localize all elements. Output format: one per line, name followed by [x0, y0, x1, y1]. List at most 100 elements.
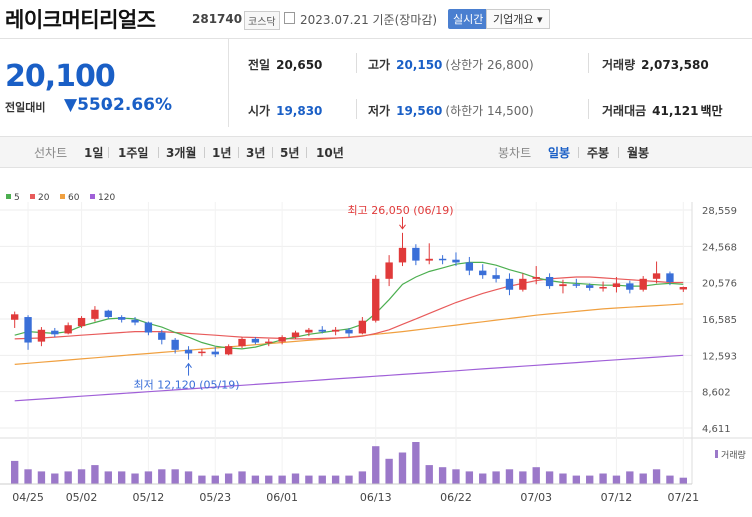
- tab-weekly[interactable]: 주봉: [587, 146, 610, 160]
- chart-tabs: 선차트 1일 1주일 3개월 1년 3년 5년 10년 봉차트 일봉 주봉 월봉: [0, 136, 752, 168]
- volume-bar: [144, 471, 153, 484]
- candle-body: [104, 310, 112, 318]
- change-percent: -2.66%: [106, 95, 173, 115]
- tab-period-1w[interactable]: 1주일: [118, 146, 149, 160]
- x-axis: 04/25 05/02 05/12 05/23 06/01 06/13 06/22 07/03…: [0, 483, 699, 504]
- candle-body: [626, 283, 634, 290]
- candle-body: [532, 276, 540, 279]
- volume-bar: [278, 475, 286, 484]
- volume-bar: [345, 475, 353, 484]
- x-tick-label: 06/01: [266, 491, 298, 504]
- volume-bar: [639, 473, 647, 484]
- volume-bar: [505, 469, 514, 484]
- candle-body: [345, 329, 353, 334]
- candle-body: [158, 332, 166, 340]
- volume-bar: [224, 473, 233, 484]
- y-tick-label: 20,576: [702, 279, 737, 290]
- volume-bar: [385, 458, 393, 484]
- tab-line-chart[interactable]: 선차트: [34, 146, 68, 160]
- candle-body: [77, 317, 86, 327]
- x-tick-label: 06/13: [360, 491, 392, 504]
- ma-legend: 5 20 60 120: [6, 193, 115, 203]
- candle-body: [385, 262, 393, 279]
- legend-label: 120: [98, 193, 115, 203]
- volume-bar: [545, 471, 554, 484]
- tab-monthly[interactable]: 월봉: [627, 146, 650, 160]
- candle-body: [666, 273, 674, 282]
- volume-bar: [679, 477, 687, 484]
- quote-grid: 전일 20,650 고가 20,150 (상한가 26,800) 거래량 2,073,5…: [228, 39, 752, 127]
- company-info-dropdown[interactable]: 기업개요 ▾: [486, 9, 550, 29]
- candle-body: [505, 278, 514, 290]
- volume-bar: [77, 469, 86, 484]
- volume-bar: [64, 471, 72, 484]
- stock-code: 281740: [192, 12, 243, 26]
- tab-period-3y[interactable]: 3년: [246, 146, 266, 160]
- candle-body: [559, 284, 567, 287]
- volume-bar: [251, 475, 260, 484]
- candle-body: [64, 325, 72, 334]
- tab-period-1y[interactable]: 1년: [212, 146, 232, 160]
- high-arrow: [399, 216, 406, 230]
- volume-bar: [117, 471, 126, 484]
- volume-bar: [305, 475, 313, 484]
- x-tick-label: 04/25: [12, 491, 44, 504]
- candle-body: [599, 287, 607, 289]
- volume-bar: [612, 475, 621, 484]
- volume-bar: [24, 469, 32, 484]
- volume-bar: [238, 471, 246, 484]
- stock-name[interactable]: 레이크머티리얼즈: [5, 8, 156, 32]
- volume-legend-swatch: [715, 450, 718, 458]
- volume-bar: [532, 467, 540, 484]
- volume-bar: [519, 471, 527, 484]
- volume-bar: [599, 473, 607, 484]
- volume-bar: [104, 471, 112, 484]
- realtime-button[interactable]: 실시간: [448, 9, 489, 29]
- tab-candle-chart[interactable]: 봉차트: [498, 146, 532, 160]
- tab-period-3m[interactable]: 3개월: [166, 146, 197, 160]
- volume-bar: [412, 442, 420, 484]
- tab-period-10y[interactable]: 10년: [316, 146, 344, 160]
- candle-body: [358, 320, 367, 334]
- trade-value: 거래대금 41,121 백만: [602, 104, 723, 118]
- candle-body: [479, 270, 487, 276]
- volume-bar: [626, 471, 634, 484]
- market-badge: 코스닥: [244, 11, 280, 30]
- volume-bar: [492, 471, 500, 484]
- candle-body: [412, 247, 420, 261]
- y-tick-label: 12,593: [702, 351, 737, 362]
- tab-period-5y[interactable]: 5년: [280, 146, 300, 160]
- change-label: 전일대비: [5, 101, 46, 114]
- candle-body: [639, 278, 647, 290]
- candle-body: [452, 259, 460, 263]
- volume-label: 거래량: [721, 449, 746, 461]
- y-tick-label: 16,585: [702, 315, 737, 326]
- header: 레이크머티리얼즈 281740 코스닥 2023.07.21 기준(장마감) 실…: [0, 0, 752, 39]
- candle-body: [572, 284, 581, 286]
- volume-bar: [572, 475, 581, 484]
- volume-bar: [465, 471, 474, 484]
- candle-body: [251, 338, 260, 343]
- y-tick-label: 8,602: [702, 388, 731, 399]
- volume-bar: [438, 467, 447, 484]
- price-chart: 5 20 60 120 28,559 24,568 20,576 16,585 12,593 8…: [0, 193, 752, 504]
- price-box: 20,100 전일대비 ▼550 -2.66%: [0, 39, 229, 127]
- candle-body: [612, 283, 621, 288]
- ma20-line: [14, 276, 684, 340]
- candle-body: [91, 309, 99, 319]
- candle-body: [131, 319, 139, 323]
- low-arrow: [185, 362, 192, 376]
- volume-bar: [479, 473, 487, 484]
- volume-bar: [37, 471, 46, 484]
- candle-body: [465, 262, 474, 271]
- candle-body: [331, 329, 340, 332]
- candle-body: [372, 278, 380, 321]
- volume-bar: [265, 475, 273, 484]
- candle-body: [425, 258, 433, 261]
- candle-body: [398, 247, 407, 263]
- volume: 거래량 2,073,580: [602, 58, 709, 72]
- quote-date: 2023.07.21 기준(장마감): [300, 13, 438, 27]
- tab-daily[interactable]: 일봉: [548, 146, 571, 160]
- tab-period-1d[interactable]: 1일: [84, 146, 104, 160]
- candle-body: [278, 337, 286, 342]
